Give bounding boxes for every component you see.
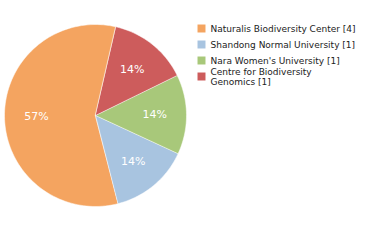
svg-text:Shandong Normal University [1]: Shandong Normal University [1] bbox=[211, 40, 356, 50]
svg-text:14%: 14% bbox=[121, 155, 145, 168]
svg-text:14%: 14% bbox=[120, 63, 144, 76]
svg-text:Nara Women's University [1]: Nara Women's University [1] bbox=[211, 56, 340, 66]
svg-text:14%: 14% bbox=[142, 108, 166, 121]
svg-text:Naturalis Biodiversity Center: Naturalis Biodiversity Center [4] bbox=[211, 24, 356, 34]
svg-text:Centre for BiodiversityGenomic: Centre for BiodiversityGenomics [1] bbox=[211, 67, 313, 87]
svg-text:57%: 57% bbox=[24, 110, 48, 123]
